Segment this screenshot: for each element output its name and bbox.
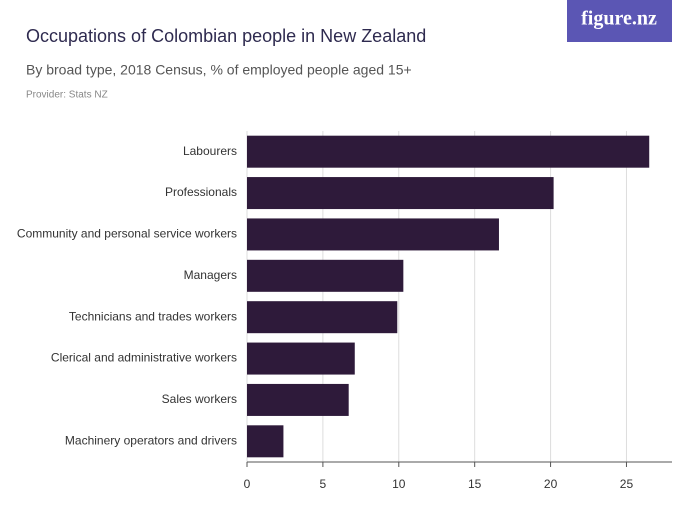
chart-source: Provider: Stats NZ	[26, 90, 108, 101]
bar	[247, 135, 650, 168]
chart-title: Occupations of Colombian people in New Z…	[26, 26, 426, 46]
x-tick-label: 5	[320, 477, 327, 491]
x-tick-label: 25	[620, 477, 634, 491]
logo[interactable]: figure.nz	[581, 8, 657, 30]
x-tick-label: 20	[544, 477, 558, 491]
y-tick-label: Professionals	[165, 185, 237, 199]
bar	[247, 259, 404, 292]
y-tick-label: Technicians and trades workers	[69, 309, 237, 323]
bar	[247, 301, 398, 334]
bar	[247, 218, 499, 251]
x-tick-label: 0	[244, 477, 251, 491]
x-tick-label: 15	[468, 477, 482, 491]
logo-box	[567, 0, 672, 42]
x-tick-label: 10	[392, 477, 406, 491]
chart-subtitle: By broad type, 2018 Census, % of employe…	[26, 62, 412, 78]
y-tick-label: Machinery operators and drivers	[65, 433, 237, 447]
y-tick-label: Labourers	[183, 144, 237, 158]
bar	[247, 342, 355, 375]
bar	[247, 177, 554, 210]
y-tick-label: Managers	[184, 268, 237, 282]
y-tick-label: Clerical and administrative workers	[51, 351, 237, 365]
bar	[247, 383, 349, 416]
y-tick-label: Community and personal service workers	[17, 227, 237, 241]
bar	[247, 425, 284, 458]
y-tick-label: Sales workers	[162, 392, 237, 406]
